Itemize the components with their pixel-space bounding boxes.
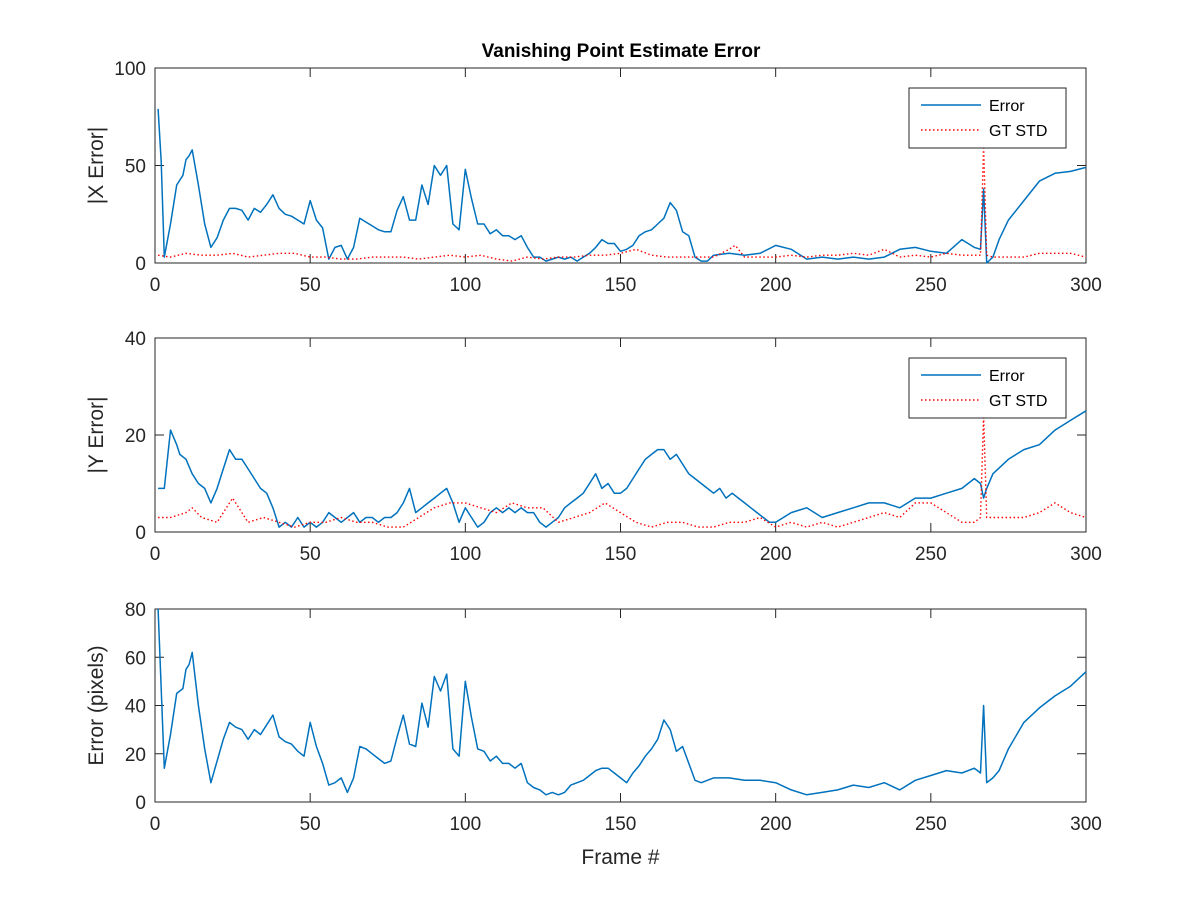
y-tick-label: 40 (125, 697, 146, 718)
legend-label: Error (989, 98, 1025, 115)
y-tick-label: 0 (135, 523, 146, 544)
x-tick-label: 250 (915, 275, 947, 296)
x-tick-label: 150 (605, 814, 637, 835)
x-tick-label: 300 (1070, 275, 1102, 296)
y-tick-label: 40 (125, 329, 146, 350)
x-tick-label: 200 (760, 275, 792, 296)
x-tick-label: 300 (1070, 814, 1102, 835)
x-tick-label: 100 (449, 544, 481, 565)
series-line-error (158, 410, 1087, 528)
x-tick-label: 50 (300, 544, 321, 565)
series-line-gt-std (158, 414, 1087, 528)
x-tick-label: 200 (760, 544, 792, 565)
y-tick-label: 50 (125, 157, 146, 178)
legend-label: GT STD (989, 393, 1047, 410)
figure-title: Vanishing Point Estimate Error (482, 41, 761, 62)
y-axis-label: |X Error| (85, 127, 108, 204)
legend-label: GT STD (989, 123, 1047, 140)
legend-label: Error (989, 368, 1025, 385)
series-line-error (157, 608, 1087, 796)
x-tick-label: 200 (760, 814, 792, 835)
y-axis-label: |Y Error| (85, 396, 108, 473)
axes-box (154, 608, 1087, 803)
x-tick-label: 300 (1070, 544, 1102, 565)
y-tick-label: 80 (125, 600, 146, 621)
legend: Error GT STD (908, 357, 1067, 419)
y-tick-label: 100 (114, 59, 146, 80)
legend-box (908, 87, 1067, 149)
x-tick-label: 150 (605, 544, 637, 565)
x-tick-label: 0 (150, 275, 161, 296)
y-axis-label: Error (pixels) (85, 645, 108, 765)
y-tick-label: 0 (135, 793, 146, 814)
x-tick-label: 0 (150, 544, 161, 565)
x-tick-label: 100 (449, 814, 481, 835)
subplot-3: 0 50 100 150 200 250 300 0 20 40 60 80 Error (pixels… (85, 600, 1102, 869)
legend-box (908, 357, 1067, 419)
x-tick-label: 250 (915, 814, 947, 835)
legend: Error GT STD (908, 87, 1067, 149)
series-line-error (157, 108, 1087, 264)
x-tick-label: 250 (915, 544, 947, 565)
subplot-1: 0 50 100 150 200 250 300 0 50 100 |X Error| Error GT… (85, 59, 1102, 296)
y-tick-label: 60 (125, 648, 146, 669)
y-tick-label: 0 (135, 254, 146, 275)
x-tick-label: 0 (150, 814, 161, 835)
series-line-gt-std (157, 145, 1087, 262)
y-tick-label: 20 (125, 745, 146, 766)
x-tick-label: 150 (605, 275, 637, 296)
x-axis-label: Frame # (581, 846, 660, 869)
x-tick-label: 50 (300, 814, 321, 835)
y-tick-label: 20 (125, 426, 146, 447)
subplot-2: 0 50 100 150 200 250 300 0 20 40 |Y Error| Error GT … (85, 329, 1102, 565)
x-tick-label: 50 (300, 275, 321, 296)
x-tick-label: 100 (449, 275, 481, 296)
